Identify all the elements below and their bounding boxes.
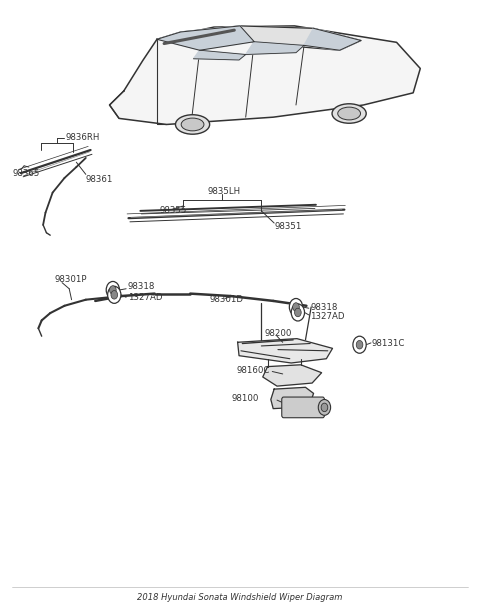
Text: 98301D: 98301D — [209, 295, 243, 304]
Text: 9836RH: 9836RH — [66, 133, 100, 142]
Text: 98301P: 98301P — [54, 275, 86, 284]
Polygon shape — [157, 26, 254, 50]
Text: 98160C: 98160C — [236, 367, 270, 375]
Circle shape — [106, 281, 120, 298]
Text: 98318: 98318 — [310, 303, 337, 311]
Text: 2018 Hyundai Sonata Windshield Wiper Diagram: 2018 Hyundai Sonata Windshield Wiper Dia… — [137, 593, 343, 602]
Text: 98200: 98200 — [264, 329, 292, 338]
Text: 98100: 98100 — [231, 394, 259, 403]
Text: 98318: 98318 — [128, 282, 155, 292]
Polygon shape — [304, 28, 361, 50]
Polygon shape — [193, 50, 246, 60]
Polygon shape — [157, 26, 361, 50]
Polygon shape — [238, 339, 333, 363]
Text: 98365: 98365 — [12, 169, 40, 177]
Text: 98355: 98355 — [159, 206, 187, 216]
Polygon shape — [263, 365, 322, 386]
Circle shape — [109, 286, 116, 294]
Ellipse shape — [318, 400, 331, 415]
Polygon shape — [246, 42, 304, 55]
Text: 98351: 98351 — [274, 222, 301, 231]
Circle shape — [291, 304, 304, 321]
Ellipse shape — [176, 115, 210, 134]
Text: 1327AD: 1327AD — [128, 293, 162, 301]
Ellipse shape — [321, 403, 328, 411]
Circle shape — [353, 336, 366, 353]
Text: 9835LH: 9835LH — [208, 187, 241, 196]
Polygon shape — [271, 387, 313, 408]
Polygon shape — [109, 26, 420, 125]
Circle shape — [111, 290, 118, 299]
Text: 98361: 98361 — [86, 175, 113, 184]
Circle shape — [356, 341, 363, 349]
Circle shape — [108, 286, 121, 303]
Ellipse shape — [181, 118, 204, 131]
Text: 98131C: 98131C — [372, 339, 405, 348]
Text: 1327AD: 1327AD — [310, 312, 345, 321]
Circle shape — [289, 298, 302, 316]
Circle shape — [293, 303, 300, 311]
Ellipse shape — [338, 107, 360, 120]
Circle shape — [295, 308, 301, 317]
Ellipse shape — [332, 104, 366, 123]
FancyBboxPatch shape — [282, 397, 324, 418]
